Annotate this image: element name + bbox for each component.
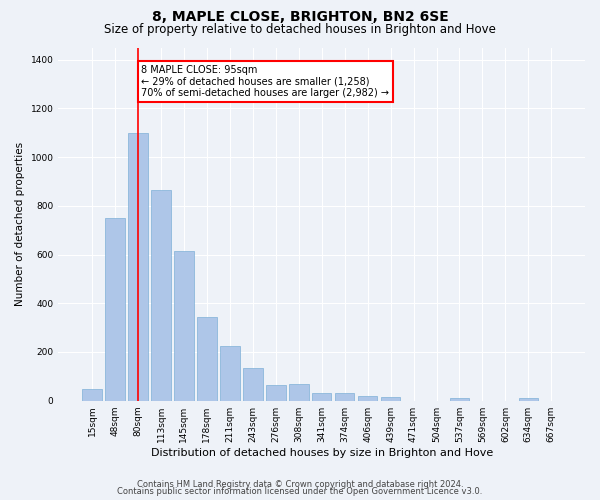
Bar [106, 218, 125, 400]
Bar [450, 398, 469, 400]
X-axis label: Distribution of detached houses by size in Brighton and Hove: Distribution of detached houses by size … [151, 448, 493, 458]
Bar [518, 398, 538, 400]
Bar [358, 396, 377, 400]
Bar [381, 397, 400, 400]
Bar [289, 384, 308, 400]
Text: Size of property relative to detached houses in Brighton and Hove: Size of property relative to detached ho… [104, 22, 496, 36]
Text: 8 MAPLE CLOSE: 95sqm
← 29% of detached houses are smaller (1,258)
70% of semi-de: 8 MAPLE CLOSE: 95sqm ← 29% of detached h… [142, 64, 389, 98]
Text: Contains HM Land Registry data © Crown copyright and database right 2024.: Contains HM Land Registry data © Crown c… [137, 480, 463, 489]
Bar [128, 133, 148, 400]
Y-axis label: Number of detached properties: Number of detached properties [15, 142, 25, 306]
Bar [335, 394, 355, 400]
Bar [243, 368, 263, 400]
Bar [220, 346, 239, 401]
Bar [266, 385, 286, 400]
Bar [151, 190, 171, 400]
Text: Contains public sector information licensed under the Open Government Licence v3: Contains public sector information licen… [118, 487, 482, 496]
Text: 8, MAPLE CLOSE, BRIGHTON, BN2 6SE: 8, MAPLE CLOSE, BRIGHTON, BN2 6SE [152, 10, 448, 24]
Bar [174, 251, 194, 400]
Bar [312, 394, 331, 400]
Bar [197, 316, 217, 400]
Bar [82, 388, 102, 400]
